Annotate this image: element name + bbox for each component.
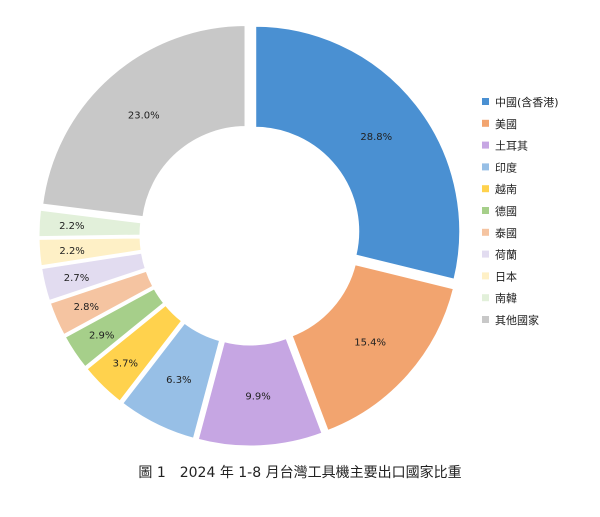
data-label-4: 3.7%	[113, 359, 138, 370]
figure-caption: 圖 1 2024 年 1-8 月台灣工具機主要出口國家比重	[138, 465, 462, 481]
legend-label-6: 泰國	[495, 226, 517, 240]
legend-swatch-6	[482, 228, 489, 236]
legend-swatch-1	[482, 119, 489, 127]
slice-3	[119, 320, 223, 441]
legend-swatch-4	[482, 185, 489, 193]
data-label-1: 15.4%	[354, 337, 386, 348]
legend-label-10: 其他國家	[495, 313, 539, 327]
legend-swatch-10	[482, 316, 489, 323]
slice-0	[253, 23, 463, 282]
data-label-7: 2.7%	[64, 273, 89, 284]
data-label-10: 23.0%	[128, 111, 160, 122]
data-label-3: 6.3%	[166, 375, 191, 386]
chart-data-labels: 28.8% 15.4% 9.9% 6.3% 3.7% 2.9% 2.8% 2.7% 2.2% 2.…	[59, 111, 392, 403]
legend-label-9: 南韓	[495, 292, 517, 305]
slice-1	[289, 262, 457, 434]
data-label-2: 9.9%	[245, 391, 270, 402]
data-label-9: 2.2%	[59, 221, 84, 232]
data-label-6: 2.8%	[74, 302, 99, 313]
legend-swatch-3	[482, 163, 489, 171]
legend-label-0: 中國(含香港)	[495, 95, 559, 109]
chart-slices	[36, 23, 463, 449]
legend-swatch-8	[482, 272, 489, 280]
legend-swatch-0	[482, 98, 489, 105]
slice-9	[36, 207, 144, 240]
data-label-0: 28.8%	[360, 132, 392, 143]
slice-2	[195, 335, 325, 449]
data-label-8: 2.2%	[59, 246, 84, 257]
legend-swatch-9	[482, 294, 489, 302]
legend-label-8: 日本	[495, 269, 517, 283]
legend-swatch-7	[482, 250, 489, 258]
legend-label-2: 土耳其	[495, 140, 528, 153]
legend-swatch-5	[482, 207, 489, 214]
legend-label-4: 越南	[495, 182, 517, 196]
legend-label-5: 德國	[495, 204, 517, 218]
data-label-5: 2.9%	[89, 330, 114, 341]
legend-label-3: 印度	[495, 160, 517, 174]
legend-swatch-2	[482, 141, 489, 149]
slice-10	[40, 23, 248, 220]
legend-label-1: 美國	[495, 118, 517, 131]
legend-label-7: 荷蘭	[495, 249, 517, 262]
